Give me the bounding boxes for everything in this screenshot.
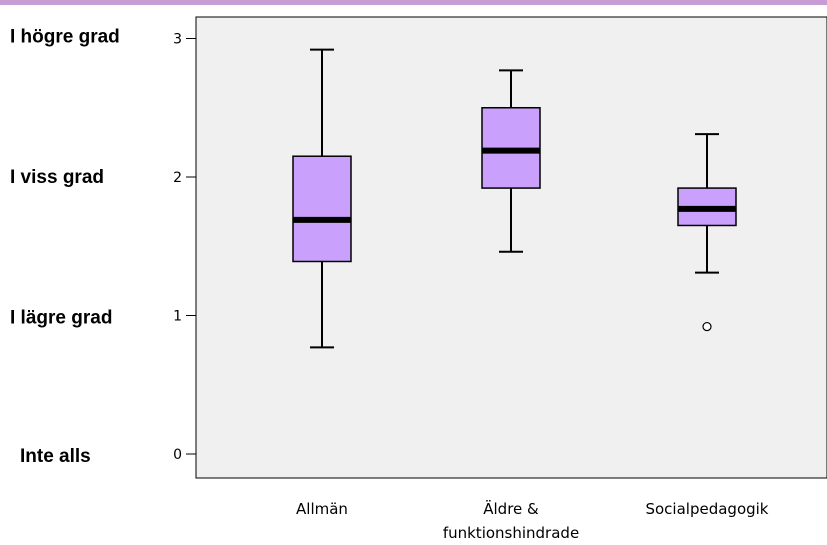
y-tick-label-1: 1: [173, 309, 182, 325]
x-category-label-socialpedagogik: Socialpedagogik: [645, 500, 768, 518]
outlier-socialpedagogik-0: [702, 321, 712, 332]
x-category-label-aldre-funktionshindrade: Äldre & funktionshindrade: [443, 499, 579, 542]
x-category-label-line: Äldre &: [483, 499, 539, 518]
x-category-label-line: funktionshindrade: [443, 524, 579, 542]
top-rule: [0, 0, 827, 5]
y-category-label-inte-alls: Inte alls: [20, 446, 91, 467]
x-category-label-line: Allmän: [296, 500, 348, 518]
y-tick-label-3: 3: [173, 32, 182, 48]
y-tick-label-2: 2: [173, 170, 182, 186]
box-group-socialpedagogik: [677, 133, 737, 332]
y-category-label-i-lagre-grad: I lägre grad: [10, 308, 112, 329]
y-tick-label-0: 0: [173, 447, 182, 463]
box-group-allman: [292, 48, 352, 349]
x-category-label-allman: Allmän: [296, 500, 348, 518]
y-category-label-i-hogre-grad: I högre grad: [10, 27, 120, 48]
iqr-box-allman: [292, 155, 352, 263]
x-category-label-line: Socialpedagogik: [645, 500, 768, 518]
box-group-aldre-funktionshindrade: [481, 69, 541, 253]
y-category-label-i-viss-grad: I viss grad: [10, 167, 104, 188]
